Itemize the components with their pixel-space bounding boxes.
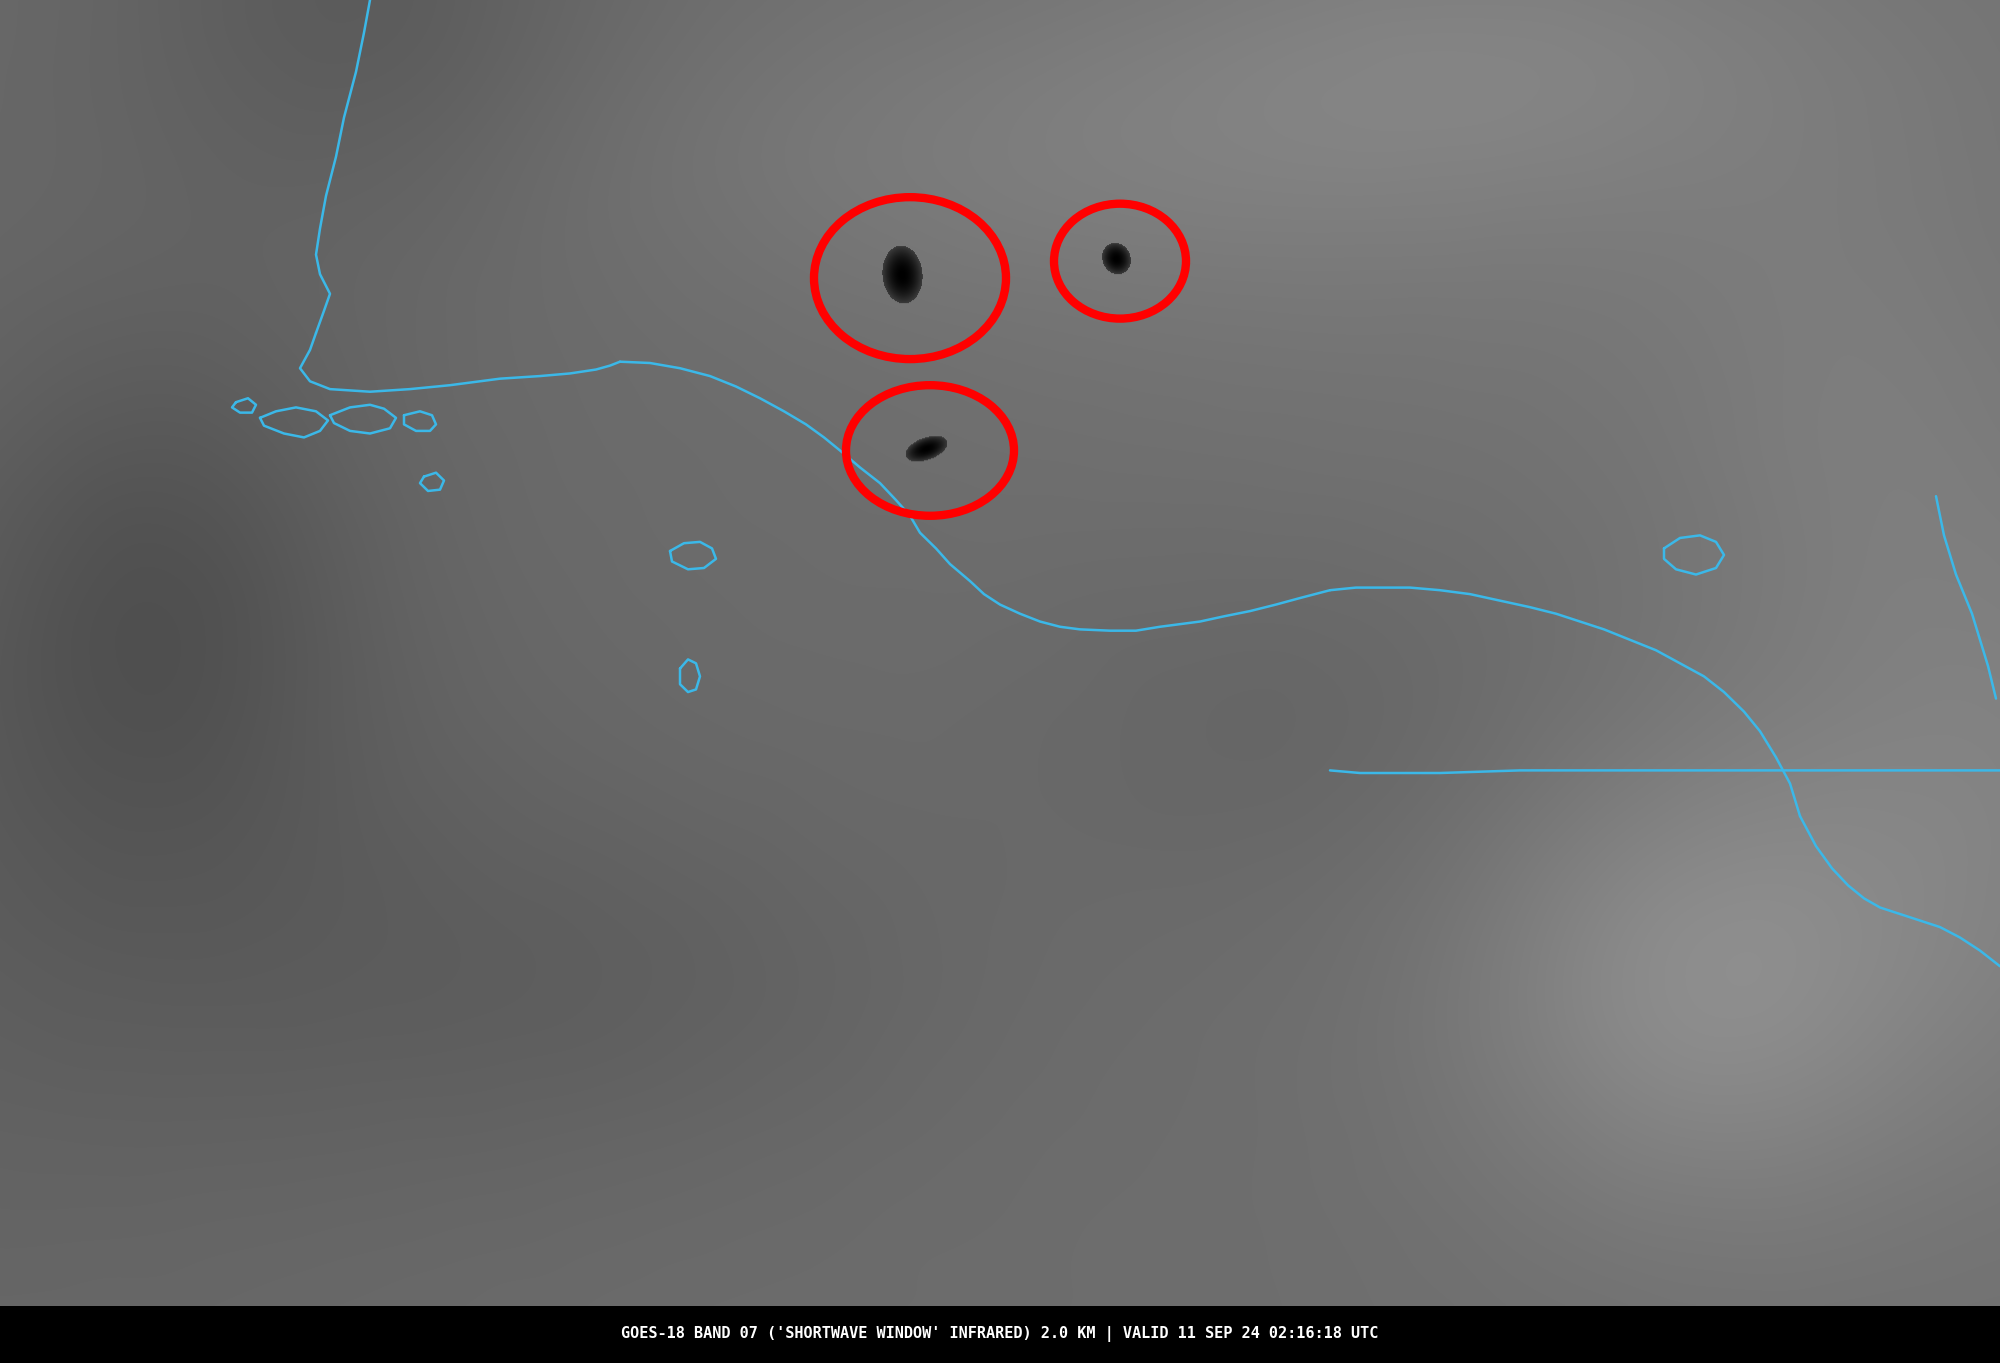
Text: GOES-18 BAND 07 ('SHORTWAVE WINDOW' INFRARED) 2.0 KM | VALID 11 SEP 24 02:16:18 : GOES-18 BAND 07 ('SHORTWAVE WINDOW' INFR…	[622, 1326, 1378, 1343]
